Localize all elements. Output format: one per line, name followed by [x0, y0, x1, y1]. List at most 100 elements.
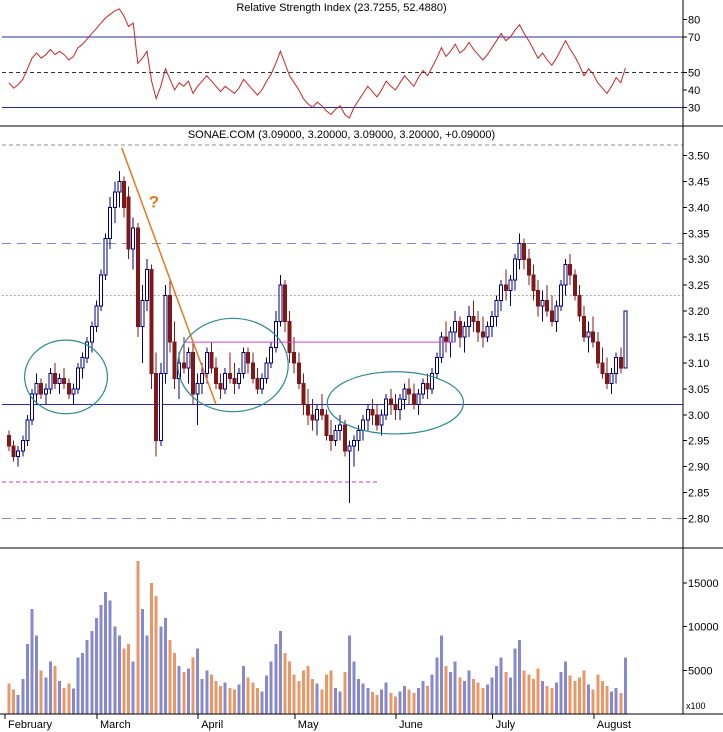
- candle-body: [306, 403, 310, 416]
- volume-bar: [623, 657, 627, 714]
- candle-body: [108, 206, 113, 239]
- candle-body: [361, 419, 366, 431]
- candle-body: [140, 300, 145, 328]
- candle-body: [526, 258, 531, 276]
- volume-bar: [274, 644, 278, 714]
- volume-bar: [375, 694, 379, 714]
- candle-body: [568, 263, 573, 276]
- volume-bar: [366, 687, 370, 714]
- candle-body: [333, 429, 338, 442]
- question-mark-annotation: ?: [149, 192, 159, 211]
- volume-bar: [343, 672, 347, 714]
- volume-bar: [577, 677, 581, 714]
- candle-body: [204, 352, 209, 374]
- candle-body: [411, 393, 416, 405]
- axis-tick-label: 3.10: [688, 358, 709, 370]
- candle-body: [448, 331, 453, 343]
- candle-body: [324, 414, 329, 436]
- candle-body: [30, 393, 34, 421]
- volume-bar: [76, 657, 80, 714]
- volume-bar: [163, 618, 167, 714]
- candle-body: [310, 414, 315, 421]
- volume-bar: [67, 683, 71, 714]
- consolidation-ellipse-2[interactable]: [177, 317, 289, 413]
- volume-bar: [357, 679, 361, 714]
- volume-bar: [53, 666, 57, 714]
- consolidation-ellipse-3[interactable]: [326, 371, 465, 435]
- volume-bar: [389, 693, 393, 714]
- month-label: August: [597, 719, 631, 731]
- candle-body: [168, 295, 172, 343]
- volume-bar: [200, 679, 204, 714]
- volume-bar: [145, 635, 149, 714]
- candle-body: [577, 295, 582, 317]
- axis-tick-label: 10000: [688, 622, 719, 634]
- axis-tick-label: 2.90: [688, 462, 709, 474]
- candle-body: [117, 180, 122, 193]
- panel-borders: [0, 0, 723, 715]
- volume-bar: [587, 684, 591, 714]
- candle-body: [439, 336, 444, 359]
- candle-body: [57, 378, 62, 385]
- candle-body: [563, 263, 568, 286]
- axis-tick-label: 2.80: [688, 514, 709, 526]
- volume-bar: [16, 694, 20, 714]
- candle-body: [287, 320, 292, 353]
- candle-body: [181, 362, 186, 369]
- candle-body: [522, 243, 527, 260]
- volume-bar: [140, 609, 144, 714]
- candle-body: [62, 378, 67, 385]
- volume-bar: [159, 626, 163, 714]
- price-plot-area[interactable]: [2, 127, 683, 547]
- volume-bar: [186, 668, 190, 714]
- axis-tick-label: 2.95: [688, 436, 709, 448]
- candle-body: [531, 274, 536, 291]
- rsi-plot-area[interactable]: [2, 2, 683, 125]
- candle-body: [480, 331, 485, 338]
- volume-bar: [242, 666, 246, 714]
- candle-body: [195, 383, 200, 395]
- volume-bar: [338, 691, 342, 714]
- axis-tick-label: 3.20: [688, 306, 709, 318]
- volume-bar: [347, 635, 351, 714]
- candle-body: [112, 191, 117, 208]
- candle-body: [338, 424, 343, 431]
- candle-body: [191, 352, 195, 395]
- volume-unit-label: x100: [686, 701, 706, 711]
- volume-bar: [113, 626, 117, 714]
- candle-body: [163, 295, 168, 374]
- candle-body: [536, 289, 540, 307]
- volume-bar: [136, 561, 140, 714]
- candle-body: [53, 372, 57, 385]
- candle-body: [559, 284, 563, 307]
- candle-body: [94, 305, 99, 328]
- candle-body: [384, 398, 389, 416]
- candle-body: [131, 227, 136, 250]
- volume-bar: [265, 675, 269, 714]
- downtrend-line[interactable]: [120, 147, 217, 405]
- candle-body: [430, 372, 435, 390]
- candle-body: [471, 315, 476, 322]
- volume-bar: [320, 689, 324, 714]
- rsi-line: [8, 8, 626, 119]
- volume-bar: [269, 661, 273, 714]
- candle-body: [549, 310, 554, 323]
- candle-body: [319, 409, 324, 416]
- volume-bar: [531, 679, 535, 714]
- volume-bar: [541, 680, 545, 714]
- axis-tick-label: 80: [688, 15, 700, 27]
- axis-tick-label: 3.50: [688, 151, 709, 163]
- volume-bar: [177, 666, 181, 714]
- consolidation-ellipse-1[interactable]: [24, 339, 109, 415]
- candle-body: [375, 414, 379, 426]
- volume-bar: [154, 596, 158, 714]
- volume-bar: [481, 687, 485, 714]
- volume-bar: [421, 680, 425, 714]
- candle-body: [292, 352, 297, 364]
- volume-bar: [550, 687, 554, 714]
- volume-bar: [182, 672, 186, 714]
- volume-bar: [12, 689, 16, 714]
- volume-bar: [288, 661, 292, 714]
- volume-bar: [467, 670, 471, 714]
- candle-body: [554, 305, 559, 322]
